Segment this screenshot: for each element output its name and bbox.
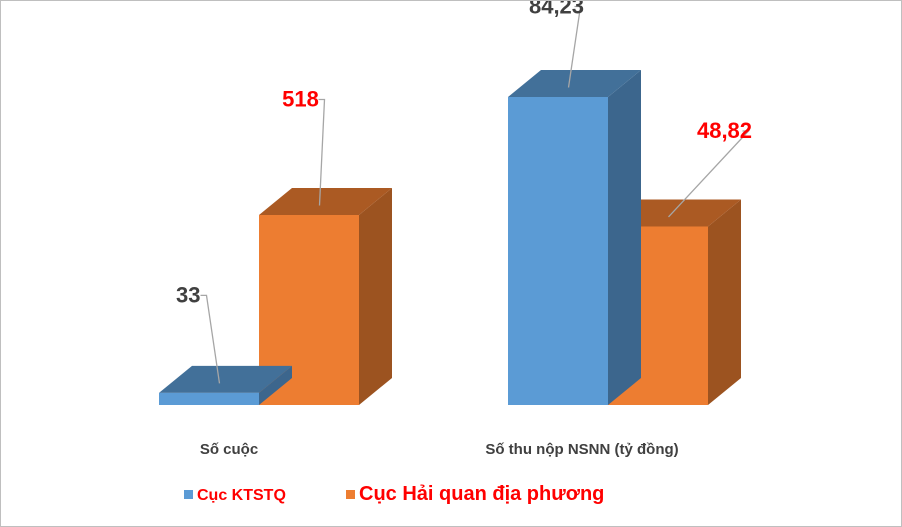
data-label-0-0: 33 — [176, 282, 200, 307]
data-label-0-1: 518 — [282, 87, 319, 112]
bar-1-0 — [508, 97, 608, 405]
leader-line-1-0 — [567, 5, 582, 88]
legend-swatch-1 — [346, 490, 355, 499]
data-label-1-1: 48,82 — [697, 118, 752, 143]
data-label-1-0: 84,23 — [529, 1, 584, 19]
legend-swatch-0 — [184, 490, 193, 499]
bar-side-1-0 — [608, 70, 641, 405]
bar-side-0-1 — [359, 188, 392, 405]
bar-top-0-0 — [159, 365, 292, 393]
leader-line-0-1 — [318, 98, 326, 206]
bar-side-0-0 — [259, 365, 292, 405]
category-label-1: Số thu nộp NSNN (tỷ đồng) — [485, 441, 678, 458]
bar-top-1-1 — [608, 199, 741, 227]
bar-0-0 — [159, 392, 259, 405]
bar-side-1-1 — [708, 199, 741, 405]
leader-line-1-1 — [668, 130, 750, 218]
legend-label-1: Cục Hải quan địa phương — [359, 483, 604, 505]
category-label-0: Số cuộc — [200, 441, 258, 458]
legend-label-0: Cục KTSTQ — [197, 487, 286, 504]
leader-line-0-0 — [200, 294, 221, 384]
bar-top-1-0 — [508, 70, 641, 97]
bar-top-0-1 — [259, 188, 392, 215]
